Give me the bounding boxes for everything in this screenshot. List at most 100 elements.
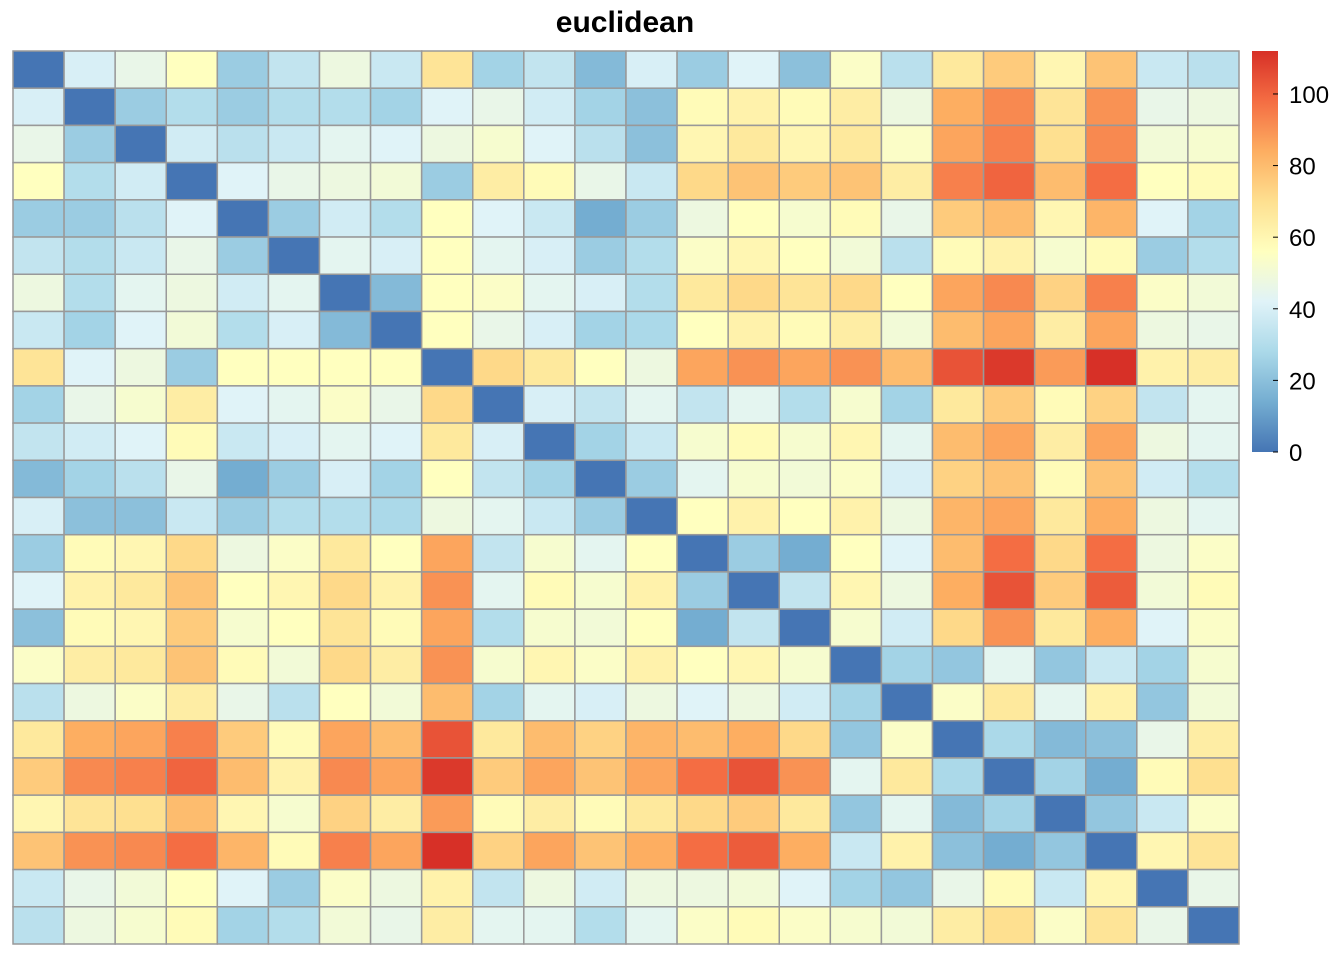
heatmap-cell-r18-c16: [778, 682, 832, 722]
heatmap-cell-r10-c9: [420, 385, 474, 424]
heatmap-cell-r23-c1: [12, 868, 65, 908]
heatmap-cell-r8-c16: [778, 310, 832, 350]
heatmap-cell-r3-c11: [523, 124, 576, 164]
heatmap-cell-r5-c16: [778, 199, 832, 238]
heatmap-cell-r14-c24: [1187, 533, 1240, 573]
heatmap-cell-r12-c14: [676, 459, 729, 499]
heatmap-cell-r24-c10: [472, 906, 525, 945]
heatmap-cell-r18-c7: [318, 682, 372, 722]
heatmap-cell-r8-c15: [727, 310, 780, 350]
heatmap-cell-r5-c14: [676, 199, 729, 238]
heatmap-cell-r21-c8: [369, 794, 423, 834]
heatmap-cell-r22-c14: [676, 831, 729, 871]
heatmap-cell-r23-c9: [420, 868, 474, 908]
heatmap-cell-r13-c8: [369, 496, 423, 536]
heatmap-cell-r1-c4: [165, 50, 219, 89]
heatmap-cell-r15-c9: [420, 571, 474, 610]
heatmap-cell-r10-c7: [318, 385, 372, 424]
heatmap-cell-r16-c9: [420, 608, 474, 648]
heatmap-cell-r3-c24: [1187, 124, 1240, 164]
heatmap-cell-r5-c10: [472, 199, 525, 238]
heatmap-cell-r10-c4: [165, 385, 219, 424]
heatmap-cell-r3-c12: [574, 124, 627, 164]
heatmap-cell-r7-c3: [114, 273, 167, 313]
heatmap-cell-r13-c7: [318, 496, 372, 536]
heatmap-cell-r24-c11: [523, 906, 576, 945]
heatmap-cell-r15-c11: [523, 571, 576, 610]
heatmap-cell-r1-c8: [369, 50, 423, 89]
heatmap-cell-r2-c20: [982, 87, 1036, 127]
heatmap-cell-r17-c16: [778, 645, 832, 685]
heatmap-cell-r10-c6: [267, 385, 321, 424]
heatmap-cell-r6-c16: [778, 236, 832, 275]
heatmap-cell-r20-c21: [1033, 757, 1087, 796]
heatmap-cell-r7-c23: [1136, 273, 1189, 313]
heatmap-cell-r7-c12: [574, 273, 627, 313]
heatmap-cell-r22-c4: [165, 831, 219, 871]
heatmap-cell-r23-c11: [523, 868, 576, 908]
heatmap-cell-r4-c19: [931, 161, 985, 201]
heatmap-cell-r3-c13: [625, 124, 678, 164]
heatmap-cell-r9-c8: [369, 347, 423, 387]
heatmap-cell-r24-c20: [982, 906, 1036, 945]
heatmap-cell-r21-c4: [165, 794, 219, 834]
heatmap-cell-r16-c5: [216, 608, 270, 648]
heatmap-cell-r19-c4: [165, 720, 219, 759]
heatmap-cell-r5-c19: [931, 199, 985, 238]
heatmap-cell-r15-c18: [880, 571, 934, 610]
heatmap-cell-r21-c11: [523, 794, 576, 834]
heatmap-cell-r6-c19: [931, 236, 985, 275]
heatmap-cell-r9-c14: [676, 347, 729, 387]
heatmap-cell-r2-c14: [676, 87, 729, 127]
heatmap-cell-r8-c13: [625, 310, 678, 350]
heatmap-cell-r21-c10: [472, 794, 525, 834]
heatmap-cell-r5-c9: [420, 199, 474, 238]
heatmap-cell-r17-c9: [420, 645, 474, 685]
heatmap-cell-r8-c11: [523, 310, 576, 350]
heatmap-cell-r23-c2: [63, 868, 116, 908]
heatmap-cell-r23-c3: [114, 868, 167, 908]
colorbar-tick-label: 0: [1289, 440, 1302, 467]
heatmap-cell-r22-c9: [420, 831, 474, 871]
colorbar-tick-label: 20: [1289, 368, 1316, 395]
heatmap-cell-r13-c3: [114, 496, 167, 536]
heatmap-cell-r22-c22: [1085, 831, 1138, 871]
heatmap-cell-r19-c18: [880, 720, 934, 759]
heatmap-cell-r23-c24: [1187, 868, 1240, 908]
heatmap-cell-r11-c1: [12, 422, 65, 462]
heatmap-cell-r22-c24: [1187, 831, 1240, 871]
heatmap-cell-r12-c13: [625, 459, 678, 499]
heatmap-cell-r15-c15: [727, 571, 780, 610]
heatmap-cell-r10-c16: [778, 385, 832, 424]
heatmap-cell-r15-c7: [318, 571, 372, 610]
heatmap-cell-r16-c2: [63, 608, 116, 648]
heatmap-cell-r8-c7: [318, 310, 372, 350]
heatmap-cell-r10-c11: [523, 385, 576, 424]
heatmap-cell-r2-c18: [880, 87, 934, 127]
heatmap-cell-r6-c17: [829, 236, 883, 275]
heatmap-cell-r11-c24: [1187, 422, 1240, 462]
heatmap-cell-r23-c19: [931, 868, 985, 908]
heatmap-cell-r7-c21: [1033, 273, 1087, 313]
heatmap-cell-r16-c17: [829, 608, 883, 648]
heatmap-cell-r13-c2: [63, 496, 116, 536]
heatmap-cell-r16-c15: [727, 608, 780, 648]
heatmap-cell-r16-c14: [676, 608, 729, 648]
heatmap-cell-r24-c23: [1136, 906, 1189, 945]
heatmap-cell-r8-c22: [1085, 310, 1138, 350]
heatmap-cell-r18-c12: [574, 682, 627, 722]
heatmap-cell-r17-c4: [165, 645, 219, 685]
heatmap-cell-r20-c9: [420, 757, 474, 796]
heatmap-cell-r7-c20: [982, 273, 1036, 313]
heatmap-cell-r17-c18: [880, 645, 934, 685]
heatmap-cell-r17-c11: [523, 645, 576, 685]
heatmap-cell-r19-c16: [778, 720, 832, 759]
heatmap-cell-r19-c8: [369, 720, 423, 759]
heatmap-cell-r11-c3: [114, 422, 167, 462]
heatmap-cell-r8-c19: [931, 310, 985, 350]
heatmap-cell-r16-c8: [369, 608, 423, 648]
heatmap-cell-r15-c3: [114, 571, 167, 610]
heatmap-cell-r19-c22: [1085, 720, 1138, 759]
heatmap-cell-r4-c2: [63, 161, 116, 201]
heatmap-cell-r1-c3: [114, 50, 167, 89]
